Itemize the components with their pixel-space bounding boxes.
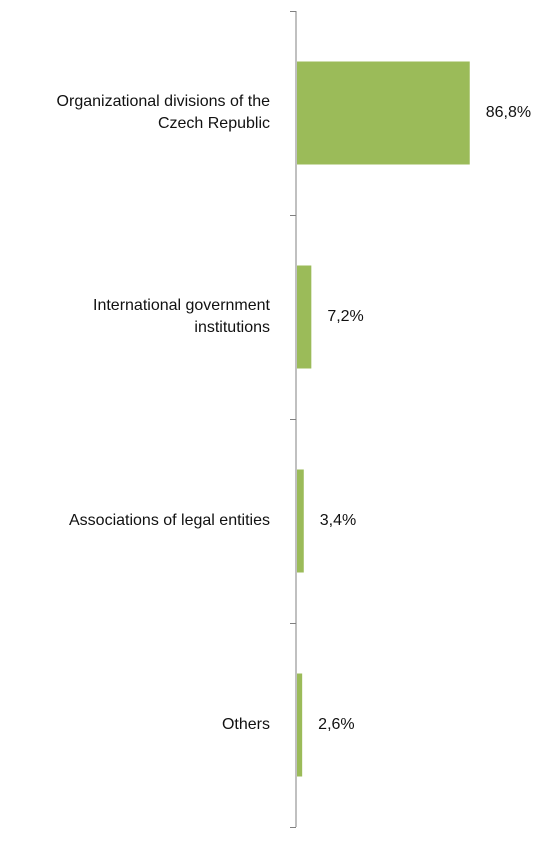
category-label: Czech Republic [158,115,270,132]
bar [297,673,303,777]
bar [297,265,312,369]
category-label: Associations of legal entities [69,512,270,529]
data-label: 86,8% [486,104,531,121]
labels: Organizational divisions of the Czech Rep… [57,93,532,733]
data-label: 2,6% [318,716,354,733]
category-label: Organizational divisions of the [57,93,271,110]
data-label: 7,2% [327,308,363,325]
category-label: institutions [194,319,270,336]
bars [297,61,470,777]
data-label: 3,4% [320,512,356,529]
category-label: International government [93,297,271,314]
category-label: Others [222,716,270,733]
category-axis [290,11,297,828]
bar [297,61,470,165]
bar [297,469,304,573]
